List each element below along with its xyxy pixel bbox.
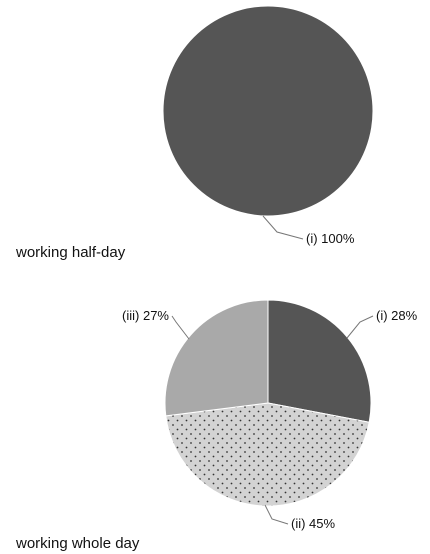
pie-title-whole-day: working whole day bbox=[16, 535, 140, 552]
leader-line bbox=[171, 315, 190, 340]
pie-slice-half-day-1 bbox=[162, 5, 374, 217]
leader-line bbox=[346, 315, 374, 339]
leader-line bbox=[264, 504, 289, 525]
slice-data-label: (ii) 45% bbox=[291, 516, 336, 531]
slice-data-label: (iii) 27% bbox=[122, 308, 169, 323]
pie-chart-half-day: (i) 100% bbox=[162, 5, 374, 246]
pie-slice-whole-day-1 bbox=[267, 299, 372, 423]
slice-data-label: (i) 28% bbox=[376, 308, 418, 323]
pie-slice-whole-day-3 bbox=[164, 299, 269, 417]
pie-slice-whole-day-2 bbox=[165, 402, 370, 507]
pie-title-half-day: working half-day bbox=[16, 244, 126, 261]
pie-chart-whole-day: (i) 28% (ii) 45% (iii) 27% bbox=[122, 299, 418, 531]
leader-line bbox=[262, 215, 304, 240]
slice-data-label: (i) 100% bbox=[306, 231, 355, 246]
